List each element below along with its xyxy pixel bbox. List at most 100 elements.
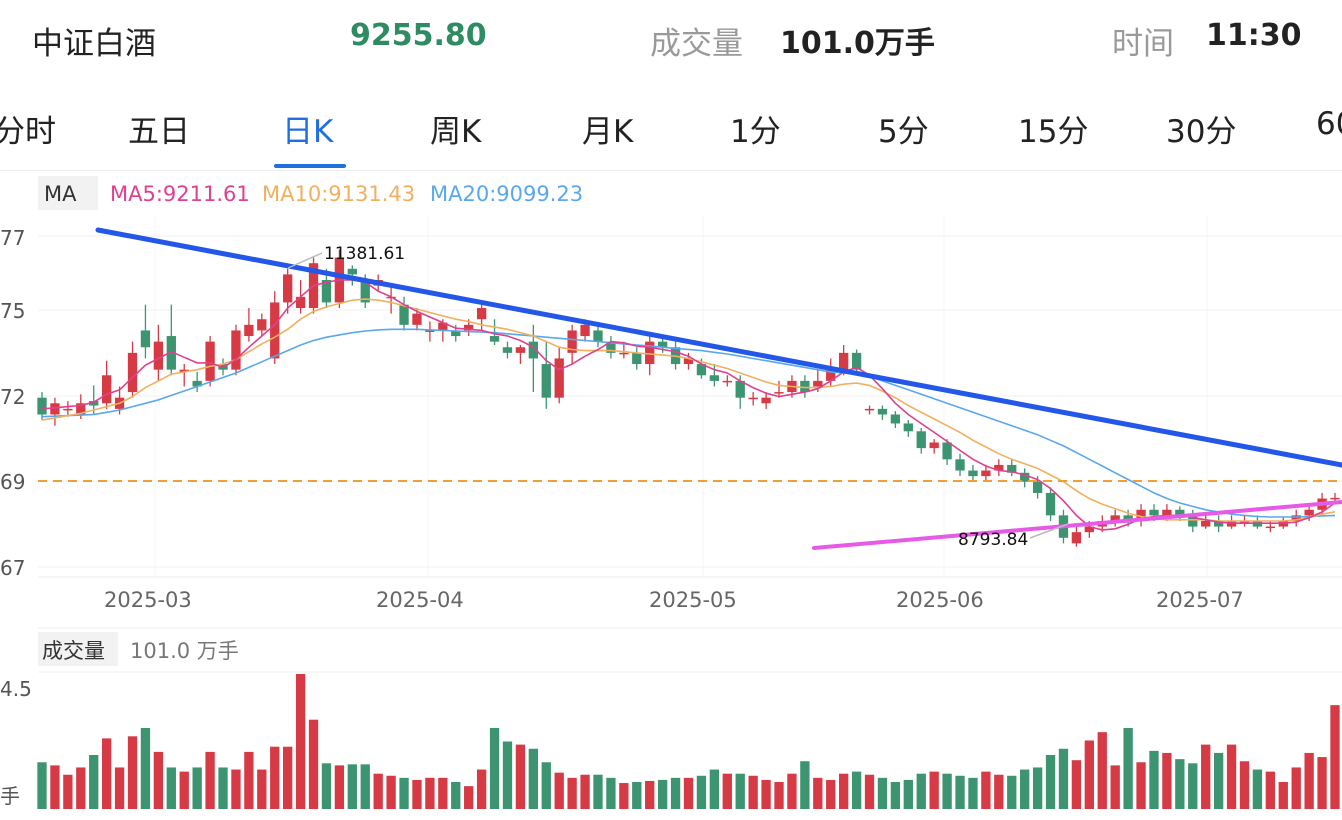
candle-body	[451, 330, 461, 337]
time-value: 11:30	[1206, 18, 1302, 53]
candle-body	[1020, 472, 1030, 482]
index-price: 9255.80	[350, 18, 487, 53]
volume-bar	[722, 773, 732, 809]
x-tick-label: 2025-06	[896, 588, 984, 612]
candles-layer	[37, 249, 1340, 547]
tab-5min[interactable]: 5分	[878, 114, 929, 150]
tab-intraday[interactable]: 分时	[0, 114, 56, 150]
resistance-trendline	[95, 227, 1342, 468]
candle-body	[1032, 481, 1043, 493]
candle-body	[1084, 526, 1094, 533]
volume-bar	[748, 775, 758, 809]
candle-body	[63, 408, 73, 411]
volume-bar	[826, 779, 836, 809]
volume-bar	[412, 779, 422, 809]
candle-body	[813, 380, 823, 387]
volume-bar	[632, 782, 642, 809]
time-label: 时间	[1112, 26, 1174, 62]
volume-bar	[580, 774, 590, 809]
volume-bar	[270, 746, 280, 809]
volume-bar	[1045, 755, 1056, 809]
volume-bar	[800, 761, 810, 809]
volume-bar	[489, 728, 500, 809]
volume-bar	[192, 767, 202, 809]
tab-daily-k[interactable]: 日K	[282, 114, 334, 150]
volume-bar	[696, 775, 707, 809]
index-name: 中证白酒	[32, 26, 156, 62]
volume-bar	[916, 773, 926, 809]
candle-body	[903, 423, 913, 432]
candle-body	[722, 380, 732, 383]
candle-body	[1007, 464, 1017, 473]
candle-body	[929, 442, 939, 449]
candle-body	[1291, 515, 1301, 521]
candle-body	[580, 324, 590, 337]
candle	[877, 405, 888, 421]
candle-body	[657, 341, 668, 348]
y-tick-label: 67	[0, 556, 25, 580]
volume-bar	[864, 774, 875, 809]
min-price-annotation: 8793.84	[958, 530, 1028, 550]
volume-bar	[1252, 769, 1263, 809]
tab-five-day[interactable]: 五日	[128, 114, 190, 150]
candle	[1213, 515, 1224, 533]
tab-weekly-k[interactable]: 周K	[430, 114, 482, 150]
active-tab-indicator	[274, 164, 346, 168]
period-tabs: 分时 五日 日K 周K 月K 1分 5分 15分 30分 60	[0, 100, 1342, 170]
volume-bar	[1175, 759, 1185, 809]
candle-body	[593, 330, 603, 342]
candle-body	[942, 442, 952, 460]
candle	[748, 392, 758, 406]
candle	[37, 392, 47, 421]
volume-bar	[1265, 771, 1276, 809]
candle-body	[554, 358, 564, 398]
candle-body	[283, 274, 293, 303]
volume-bar	[1110, 765, 1120, 809]
volume-bar	[877, 777, 888, 809]
volume-bar	[981, 771, 991, 809]
candle-body	[412, 313, 422, 325]
candle	[942, 439, 952, 465]
candle-body	[709, 375, 720, 381]
volume-bar	[1123, 728, 1133, 809]
ma20-line	[41, 328, 1336, 518]
candle	[709, 364, 720, 387]
volume-bar	[645, 780, 655, 809]
tab-30min[interactable]: 30分	[1166, 114, 1237, 150]
candle-body	[1136, 509, 1146, 521]
candle-body	[270, 302, 280, 359]
candle	[101, 360, 112, 409]
candle-body	[321, 280, 332, 303]
candle-body	[231, 330, 241, 370]
volume-bar	[179, 771, 189, 809]
volume-bar	[787, 773, 797, 809]
volume-bar	[541, 762, 551, 809]
candle-body	[851, 352, 862, 370]
volume-bar	[619, 783, 629, 809]
candle-body	[89, 401, 99, 406]
candle-body	[748, 397, 758, 400]
volume-bar	[774, 782, 784, 809]
tab-monthly-k[interactable]: 月K	[582, 114, 634, 150]
volume-bar	[244, 751, 254, 809]
max-annotation-leader	[287, 252, 323, 269]
candle-body	[864, 408, 875, 411]
volume-bar	[1201, 744, 1211, 809]
volume-bar	[554, 772, 564, 809]
volume-bar	[1304, 752, 1314, 809]
volume-bar	[813, 777, 823, 809]
volume-bar	[166, 767, 176, 809]
tab-1min[interactable]: 1分	[730, 114, 781, 150]
tab-60min[interactable]: 60	[1316, 106, 1342, 142]
candle-body	[981, 470, 991, 477]
volume-bar	[476, 769, 487, 809]
candle	[1291, 509, 1301, 527]
candle	[205, 336, 215, 387]
tab-15min[interactable]: 15分	[1018, 114, 1089, 150]
volume-bar	[839, 773, 849, 809]
candle	[567, 324, 577, 365]
volume-bar	[373, 773, 383, 809]
candle	[231, 324, 241, 376]
volume-bar	[683, 777, 694, 809]
